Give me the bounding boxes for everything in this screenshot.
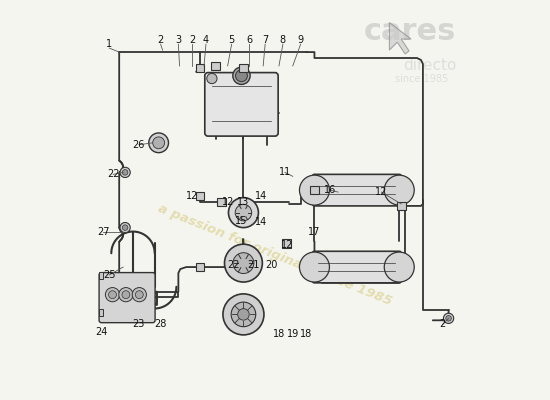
Text: 26: 26	[133, 140, 145, 150]
Text: 24: 24	[95, 327, 108, 337]
Text: 22: 22	[227, 260, 240, 270]
Text: 11: 11	[279, 167, 291, 177]
Bar	[100, 272, 103, 279]
Bar	[310, 186, 319, 194]
Text: 5: 5	[228, 35, 235, 45]
Circle shape	[106, 288, 119, 302]
FancyBboxPatch shape	[99, 272, 155, 323]
Circle shape	[235, 70, 248, 82]
Text: 8: 8	[280, 35, 286, 45]
Text: 6: 6	[246, 35, 252, 45]
Bar	[100, 309, 103, 316]
Text: 7: 7	[262, 35, 268, 45]
Circle shape	[120, 222, 130, 233]
Text: 18: 18	[273, 329, 285, 339]
Circle shape	[149, 133, 168, 153]
Text: 22: 22	[107, 169, 119, 179]
Text: 13: 13	[237, 197, 250, 207]
Circle shape	[228, 198, 258, 228]
Circle shape	[120, 167, 130, 178]
Circle shape	[238, 309, 249, 320]
Circle shape	[207, 73, 217, 84]
Circle shape	[446, 316, 452, 321]
Bar	[283, 239, 291, 248]
Text: 2: 2	[189, 35, 195, 45]
Text: 21: 21	[247, 260, 260, 270]
FancyBboxPatch shape	[312, 174, 401, 206]
Circle shape	[384, 175, 414, 205]
Text: 17: 17	[308, 226, 321, 236]
Text: 14: 14	[255, 191, 267, 201]
Text: 18: 18	[300, 329, 313, 339]
Circle shape	[443, 313, 454, 324]
Bar	[196, 192, 205, 200]
Circle shape	[132, 288, 146, 302]
Text: directo: directo	[403, 58, 456, 73]
Text: 20: 20	[265, 260, 277, 270]
FancyBboxPatch shape	[312, 251, 401, 283]
Text: 4: 4	[203, 35, 209, 45]
Text: 12: 12	[280, 240, 293, 250]
Circle shape	[235, 204, 252, 221]
Text: 14: 14	[255, 217, 267, 227]
Text: 19: 19	[287, 329, 299, 339]
Text: since 1985: since 1985	[395, 74, 449, 84]
Text: 2: 2	[439, 319, 446, 329]
Text: 12: 12	[186, 191, 199, 201]
Circle shape	[299, 252, 329, 282]
Text: 3: 3	[175, 35, 182, 45]
Circle shape	[299, 175, 329, 205]
Circle shape	[231, 302, 256, 327]
Text: 12: 12	[375, 187, 388, 197]
Circle shape	[122, 170, 128, 175]
Bar	[217, 198, 226, 206]
Text: 1: 1	[106, 39, 112, 49]
Circle shape	[108, 291, 117, 299]
Text: 12: 12	[222, 197, 234, 207]
Text: cares: cares	[364, 16, 456, 46]
Text: 16: 16	[324, 185, 337, 195]
Bar	[397, 202, 405, 210]
Circle shape	[153, 137, 164, 149]
Circle shape	[119, 288, 133, 302]
Text: 2: 2	[157, 35, 164, 45]
Bar	[196, 64, 205, 72]
Text: 28: 28	[155, 319, 167, 329]
Circle shape	[122, 225, 128, 230]
Circle shape	[224, 244, 262, 282]
Circle shape	[233, 67, 250, 84]
Bar	[212, 62, 220, 70]
Bar	[196, 263, 205, 271]
Text: 15: 15	[235, 216, 248, 226]
Bar	[239, 64, 248, 72]
Circle shape	[122, 291, 130, 299]
Circle shape	[223, 294, 264, 335]
Circle shape	[233, 253, 254, 274]
Text: 23: 23	[133, 319, 145, 329]
FancyBboxPatch shape	[205, 72, 278, 136]
Circle shape	[135, 291, 143, 299]
Circle shape	[384, 252, 414, 282]
Text: 9: 9	[298, 35, 304, 45]
Text: 27: 27	[97, 226, 109, 236]
Polygon shape	[389, 22, 411, 54]
Text: a passion for originals since 1985: a passion for originals since 1985	[156, 202, 394, 308]
Text: 25: 25	[103, 270, 115, 280]
